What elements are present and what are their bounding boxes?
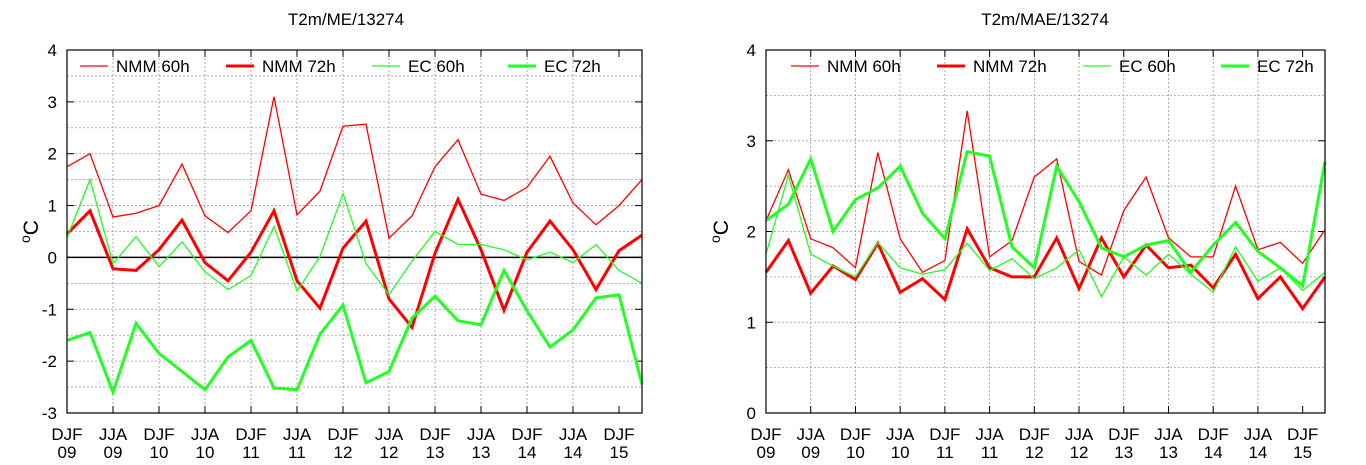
series-line-nmm-72h bbox=[764, 225, 1327, 312]
y-tick-label: -2 bbox=[42, 352, 57, 371]
x-tick-label-season: DJF bbox=[419, 425, 450, 444]
x-tick-label-year: 12 bbox=[380, 443, 399, 462]
x-tick-label-season: JJA bbox=[1244, 425, 1273, 444]
x-tick-label-season: DJF bbox=[235, 425, 266, 444]
x-tick-label-year: 12 bbox=[1025, 443, 1044, 462]
x-tick-label-year: 15 bbox=[1293, 443, 1312, 462]
legend-label: EC 60h bbox=[408, 57, 465, 76]
y-tick-label: 2 bbox=[747, 223, 756, 242]
series-line-ec-72h bbox=[765, 149, 1327, 289]
y-tick-label: 3 bbox=[747, 132, 756, 151]
legend-label: EC 72h bbox=[1257, 57, 1314, 76]
y-axis-label: oC bbox=[17, 220, 43, 243]
x-tick-label-year: 09 bbox=[757, 443, 776, 462]
x-tick-label-year: 10 bbox=[196, 443, 215, 462]
series-line-ec-60h bbox=[765, 172, 1326, 299]
x-tick-label-season: DJF bbox=[840, 425, 871, 444]
x-tick-label-year: 14 bbox=[1204, 443, 1223, 462]
x-tick-label-season: JJA bbox=[467, 425, 496, 444]
x-tick-label-year: 09 bbox=[801, 443, 820, 462]
legend-label: NMM 72h bbox=[262, 57, 336, 76]
x-tick-label-year: 11 bbox=[242, 443, 260, 462]
x-tick-label-season: DJF bbox=[51, 425, 82, 444]
x-tick-label-season: JJA bbox=[1065, 425, 1094, 444]
x-tick-label-season: DJF bbox=[603, 425, 634, 444]
x-tick-label-season: JJA bbox=[191, 425, 220, 444]
x-tick-label-year: 13 bbox=[426, 443, 445, 462]
x-tick-label-season: DJF bbox=[1198, 425, 1229, 444]
x-tick-label-year: 13 bbox=[472, 443, 491, 462]
x-tick-label-season: DJF bbox=[143, 425, 174, 444]
x-tick-label-year: 10 bbox=[891, 443, 910, 462]
x-tick-label-year: 13 bbox=[1159, 443, 1178, 462]
x-tick-label-year: 11 bbox=[288, 443, 306, 462]
x-tick-label-season: JJA bbox=[375, 425, 404, 444]
mean-absolute-error-chart: T2m/MAE/1327401234DJF09JJA09DJF10JJA10DJ… bbox=[707, 10, 1327, 462]
chart-title: T2m/MAE/13274 bbox=[981, 10, 1109, 29]
x-tick-label-season: DJF bbox=[750, 425, 781, 444]
x-tick-label-season: JJA bbox=[886, 425, 915, 444]
x-tick-label-season: DJF bbox=[1287, 425, 1318, 444]
y-axis-label: oC bbox=[707, 220, 733, 243]
y-tick-label: 4 bbox=[747, 41, 756, 60]
y-tick-label: 3 bbox=[48, 93, 57, 112]
y-tick-label: 0 bbox=[747, 404, 756, 423]
x-tick-label-year: 12 bbox=[1070, 443, 1089, 462]
x-tick-label-year: 10 bbox=[846, 443, 865, 462]
x-tick-label-year: 15 bbox=[610, 443, 629, 462]
x-tick-label-season: DJF bbox=[327, 425, 358, 444]
x-tick-label-season: JJA bbox=[1154, 425, 1183, 444]
legend-label: EC 72h bbox=[544, 57, 601, 76]
x-tick-label-year: 14 bbox=[1248, 443, 1267, 462]
series-line-nmm-60h bbox=[765, 110, 1326, 277]
x-tick-label-season: JJA bbox=[797, 425, 826, 444]
x-tick-label-year: 10 bbox=[150, 443, 169, 462]
x-tick-label-season: DJF bbox=[1019, 425, 1050, 444]
y-axis-label-unit: C bbox=[20, 220, 43, 235]
series-line-nmm-60h bbox=[66, 96, 643, 240]
x-tick-label-season: DJF bbox=[929, 425, 960, 444]
series-line-nmm-72h bbox=[65, 195, 643, 331]
y-tick-label: 1 bbox=[747, 313, 756, 332]
x-tick-label-year: 14 bbox=[564, 443, 583, 462]
series-line-ec-72h bbox=[66, 267, 644, 397]
y-tick-label: 0 bbox=[48, 248, 57, 267]
legend-label: EC 60h bbox=[1119, 57, 1176, 76]
x-tick-label-year: 09 bbox=[104, 443, 123, 462]
plot-frame bbox=[765, 49, 1326, 414]
x-tick-label-year: 11 bbox=[981, 443, 999, 462]
y-axis-label-degree: o bbox=[17, 235, 33, 243]
x-tick-label-season: DJF bbox=[1108, 425, 1139, 444]
x-tick-label-season: JJA bbox=[283, 425, 312, 444]
x-tick-label-year: 09 bbox=[58, 443, 77, 462]
y-axis-label-degree: o bbox=[707, 235, 723, 243]
x-tick-label-year: 12 bbox=[334, 443, 353, 462]
y-tick-label: -1 bbox=[42, 300, 57, 319]
mean-error-chart: T2m/ME/13274-3-2-101234DJF09JJA09DJF10JJ… bbox=[17, 10, 644, 462]
plot-frame bbox=[66, 49, 643, 414]
legend-label: NMM 72h bbox=[973, 57, 1047, 76]
y-tick-label: 1 bbox=[48, 197, 57, 216]
x-tick-label-year: 14 bbox=[518, 443, 537, 462]
y-tick-label: 4 bbox=[48, 41, 57, 60]
x-tick-label-season: JJA bbox=[99, 425, 128, 444]
series-line-ec-60h bbox=[66, 177, 643, 296]
chart-title: T2m/ME/13274 bbox=[288, 10, 404, 29]
x-tick-label-season: JJA bbox=[559, 425, 588, 444]
x-tick-label-season: DJF bbox=[511, 425, 542, 444]
y-axis-label-unit: C bbox=[710, 220, 733, 235]
y-tick-label: -3 bbox=[42, 404, 57, 423]
x-tick-label-season: JJA bbox=[975, 425, 1004, 444]
x-tick-label-year: 13 bbox=[1114, 443, 1133, 462]
legend-label: NMM 60h bbox=[116, 57, 190, 76]
y-tick-label: 2 bbox=[48, 145, 57, 164]
legend-label: NMM 60h bbox=[827, 57, 901, 76]
x-tick-label-year: 11 bbox=[936, 443, 954, 462]
